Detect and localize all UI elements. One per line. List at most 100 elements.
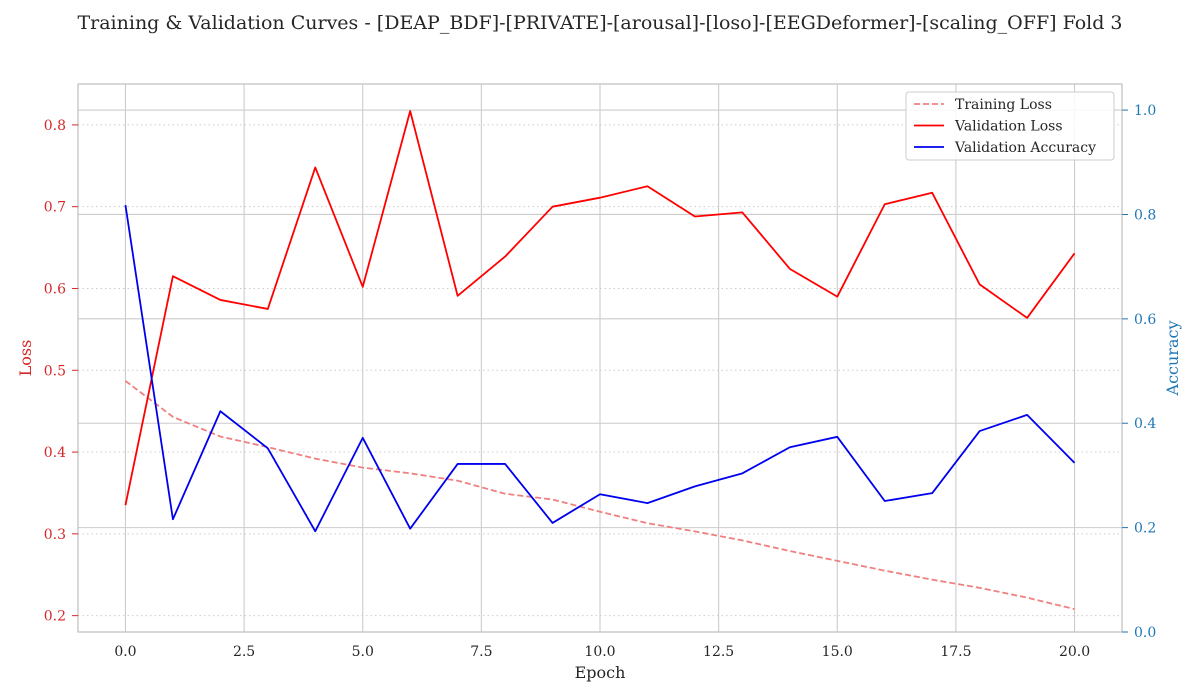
- data-point: [1072, 460, 1077, 465]
- data-point: [787, 266, 792, 271]
- data-point: [408, 471, 413, 476]
- data-point: [977, 585, 982, 590]
- data-point: [123, 203, 128, 208]
- x-axis-label: Epoch: [575, 663, 626, 682]
- data-point: [170, 414, 175, 419]
- data-point: [170, 517, 175, 522]
- x-tick-label: 17.5: [940, 644, 971, 660]
- data-point: [645, 521, 650, 526]
- data-point: [1025, 595, 1030, 600]
- data-point: [787, 445, 792, 450]
- data-point: [503, 461, 508, 466]
- right-tick-label: 0.0: [1134, 625, 1156, 641]
- data-point: [265, 446, 270, 451]
- data-point: [360, 284, 365, 289]
- right-tick-label: 0.4: [1134, 416, 1156, 432]
- data-point: [740, 210, 745, 215]
- x-tick-label: 5.0: [352, 644, 374, 660]
- data-point: [1025, 315, 1030, 320]
- right-tick-label: 0.8: [1134, 207, 1156, 223]
- data-point: [123, 503, 128, 508]
- data-point: [977, 429, 982, 434]
- series-layer: [123, 108, 1077, 612]
- data-point: [930, 577, 935, 582]
- data-point: [692, 529, 697, 534]
- left-tick-label: 0.3: [44, 527, 66, 543]
- left-tick-label: 0.7: [44, 200, 66, 216]
- left-tick-label: 0.2: [44, 609, 66, 625]
- left-axis-ticks: 0.2 0.3 0.4 0.5 0.6 0.7 0.8: [44, 118, 78, 625]
- data-point: [1072, 251, 1077, 256]
- data-point: [930, 190, 935, 195]
- series-line-2: [124, 110, 1076, 506]
- data-point: [550, 497, 555, 502]
- data-point: [598, 195, 603, 200]
- data-point: [977, 282, 982, 287]
- x-tick-label: 15.0: [822, 644, 853, 660]
- x-tick-label: 10.0: [584, 644, 615, 660]
- data-point: [882, 202, 887, 207]
- data-point: [218, 434, 223, 439]
- data-point: [1072, 607, 1077, 612]
- data-point: [360, 435, 365, 440]
- data-point: [360, 465, 365, 470]
- data-point: [835, 434, 840, 439]
- left-tick-label: 0.6: [44, 281, 66, 297]
- data-point: [692, 214, 697, 219]
- left-tick-label: 0.4: [44, 445, 66, 461]
- data-point: [740, 471, 745, 476]
- chart-title: Training & Validation Curves - [DEAP_BDF…: [77, 12, 1122, 34]
- left-tick-label: 0.8: [44, 118, 66, 134]
- data-point: [740, 538, 745, 543]
- data-point: [882, 499, 887, 504]
- legend-label: Validation Accuracy: [954, 140, 1096, 156]
- data-point: [598, 492, 603, 497]
- left-tick-label: 0.5: [44, 363, 66, 379]
- data-point: [835, 558, 840, 563]
- right-tick-label: 0.6: [1134, 312, 1156, 328]
- x-tick-label: 7.5: [470, 644, 492, 660]
- data-point: [787, 549, 792, 554]
- x-tick-label: 2.5: [233, 644, 255, 660]
- legend-label: Training Loss: [955, 97, 1052, 113]
- data-point: [550, 520, 555, 525]
- data-point: [218, 297, 223, 302]
- legend: Training Loss Validation Loss Validation A…: [905, 91, 1115, 161]
- left-axis-label: Loss: [16, 340, 35, 377]
- data-point: [123, 378, 128, 383]
- data-point: [218, 409, 223, 414]
- data-point: [455, 478, 460, 483]
- right-axis-ticks: 0.0 0.2 0.4 0.6 0.8 1.0: [1122, 103, 1156, 641]
- x-axis-ticks: 0.0 2.5 5.0 7.5 10.0 12.5 15.0 17.5 20.0: [114, 644, 1090, 660]
- data-point: [313, 529, 318, 534]
- grid-solid-lines: [78, 84, 1122, 632]
- data-point: [313, 456, 318, 461]
- data-point: [930, 491, 935, 496]
- data-point: [503, 254, 508, 259]
- plot-frame: [77, 83, 1123, 633]
- right-tick-label: 0.2: [1134, 521, 1156, 537]
- legend-label: Validation Loss: [954, 119, 1063, 135]
- data-point: [645, 184, 650, 189]
- data-point: [408, 526, 413, 531]
- data-point: [170, 274, 175, 279]
- series-line-1: [124, 380, 1075, 610]
- series-line-3: [124, 204, 1076, 533]
- data-point: [455, 461, 460, 466]
- data-point: [313, 165, 318, 170]
- data-point: [408, 108, 413, 113]
- data-point: [645, 501, 650, 506]
- x-tick-label: 0.0: [114, 644, 136, 660]
- data-point: [550, 204, 555, 209]
- right-axis-label: Accuracy: [1163, 321, 1182, 397]
- data-point: [503, 491, 508, 496]
- right-tick-label: 1.0: [1134, 103, 1156, 119]
- legend-box: [905, 91, 1115, 161]
- data-point: [455, 293, 460, 298]
- x-tick-label: 12.5: [703, 644, 734, 660]
- data-point: [265, 306, 270, 311]
- data-point: [692, 484, 697, 489]
- data-point: [835, 294, 840, 299]
- data-point: [882, 568, 887, 573]
